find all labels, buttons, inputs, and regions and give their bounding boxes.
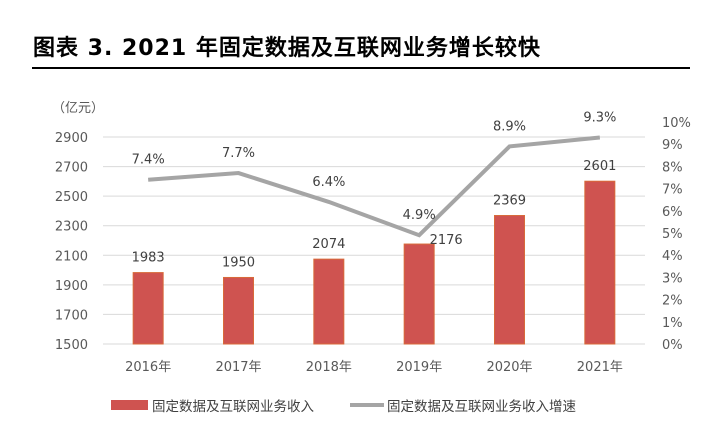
right-axis-tick: 3% bbox=[662, 271, 683, 286]
right-axis-tick: 10% bbox=[662, 116, 691, 131]
left-axis-tick: 2300 bbox=[55, 220, 88, 235]
legend-line-label: 固定数据及互联网业务收入增速 bbox=[387, 399, 576, 415]
bar bbox=[584, 180, 616, 345]
bar-value-label: 2369 bbox=[493, 194, 526, 209]
x-axis-tick: 2017年 bbox=[215, 360, 261, 375]
left-axis-tick: 2500 bbox=[55, 190, 88, 205]
bar bbox=[223, 276, 254, 345]
bar-value-label: 2601 bbox=[583, 159, 616, 174]
left-axis-unit: （亿元） bbox=[52, 101, 104, 116]
legend-line-swatch bbox=[350, 403, 384, 407]
x-axis-tick: 2016年 bbox=[125, 360, 171, 375]
bar bbox=[403, 243, 435, 345]
right-axis-tick: 2% bbox=[662, 294, 683, 309]
x-axis-tick: 2018年 bbox=[306, 360, 352, 375]
bar bbox=[313, 258, 345, 345]
line-value-label: 7.7% bbox=[222, 146, 255, 161]
growth-line bbox=[148, 135, 601, 238]
left-axis-tick: 2700 bbox=[55, 161, 88, 176]
x-axis-tick: 2020年 bbox=[486, 360, 532, 375]
line-value-label: 7.4% bbox=[132, 153, 165, 168]
line-value-label: 8.9% bbox=[493, 119, 526, 134]
line-value-label: 4.9% bbox=[403, 208, 436, 223]
right-axis-tick: 7% bbox=[662, 183, 683, 198]
right-axis-tick: 9% bbox=[662, 138, 683, 153]
line-value-label: 9.3% bbox=[583, 111, 616, 126]
bar-value-label: 2176 bbox=[430, 233, 463, 248]
bar-value-label: 1950 bbox=[222, 255, 255, 270]
right-axis-tick: 8% bbox=[662, 160, 683, 175]
left-axis-tick: 1700 bbox=[55, 308, 88, 323]
page-title: 图表 3. 2021 年固定数据及互联网业务增长较快 bbox=[33, 36, 541, 61]
bar bbox=[494, 215, 525, 345]
right-axis-tick: 6% bbox=[662, 205, 683, 220]
left-axis-tick: 1500 bbox=[55, 338, 88, 353]
right-axis-tick: 1% bbox=[662, 316, 683, 331]
x-axis-tick: 2019年 bbox=[396, 360, 442, 375]
legend-bar-swatch bbox=[111, 400, 148, 410]
right-axis-tick: 4% bbox=[662, 249, 683, 264]
bar-value-label: 1983 bbox=[132, 251, 165, 266]
right-axis-tick: 0% bbox=[662, 338, 683, 353]
legend-bar-label: 固定数据及互联网业务收入 bbox=[152, 399, 314, 415]
left-axis-tick: 2900 bbox=[55, 131, 88, 146]
title-divider bbox=[32, 67, 690, 69]
bar-value-label: 2074 bbox=[312, 237, 345, 252]
right-axis-tick: 5% bbox=[662, 227, 683, 242]
line-value-label: 6.4% bbox=[312, 175, 345, 190]
bar bbox=[132, 272, 164, 345]
x-axis-tick: 2021年 bbox=[577, 360, 623, 375]
chart-legend: 固定数据及互联网业务收入 固定数据及互联网业务收入增速 bbox=[111, 395, 576, 415]
left-axis-tick: 2100 bbox=[55, 249, 88, 264]
left-axis-tick: 1900 bbox=[55, 279, 88, 294]
